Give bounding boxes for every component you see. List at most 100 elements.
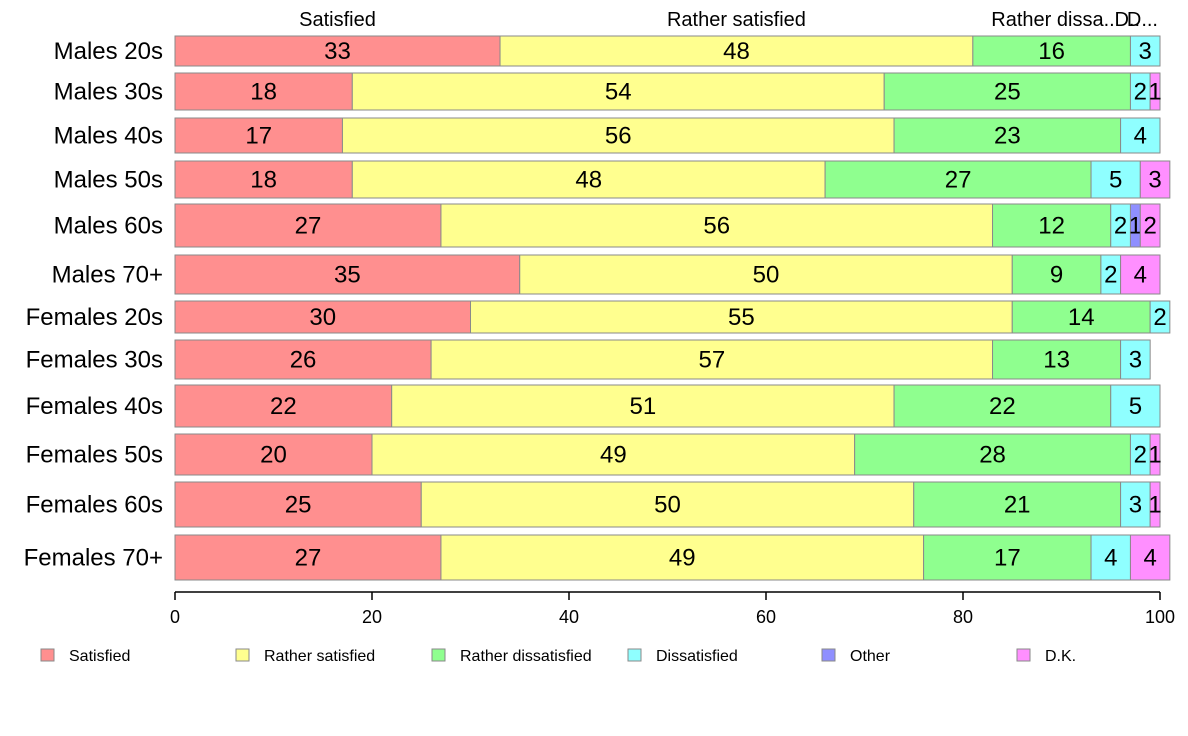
- bar-segment-d-k: [1149, 481, 1161, 528]
- bar-value-label: 14: [1068, 304, 1095, 331]
- bar-segment-d-k: [1149, 433, 1161, 476]
- x-tick-label: 80: [953, 607, 973, 627]
- bar-segment-satisfied: [174, 203, 442, 248]
- x-tick-label: 60: [756, 607, 776, 627]
- bar-value-label: 1: [1148, 79, 1161, 106]
- bar-value-label: 35: [334, 262, 361, 289]
- bar-value-label: 17: [245, 123, 272, 150]
- bar-segment-rather-satisfied: [499, 35, 974, 67]
- bar-value-label: 17: [994, 545, 1021, 572]
- category-label-females-60s: Females 60s: [26, 492, 163, 519]
- bar-value-label: 57: [698, 347, 725, 374]
- top-label-0: Satisfied: [299, 9, 376, 31]
- bar-segment-rather-dissatisfied: [883, 72, 1131, 111]
- category-label-females-50s: Females 50s: [26, 442, 163, 469]
- bar-value-label: 3: [1129, 492, 1142, 519]
- bar-value-label: 25: [285, 492, 312, 519]
- bar-segment-rather-dissatisfied: [913, 481, 1122, 528]
- bar-segment-rather-dissatisfied: [1011, 300, 1151, 334]
- bar-value-label: 22: [270, 393, 297, 420]
- bar-value-label: 49: [669, 545, 696, 572]
- bar-value-label: 5: [1109, 167, 1122, 194]
- category-label-females-30s: Females 30s: [26, 347, 163, 374]
- bar-value-label: 18: [250, 79, 277, 106]
- bar-segment-rather-satisfied: [351, 72, 885, 111]
- legend-swatch-d-k: [1016, 648, 1031, 662]
- bar-segment-rather-satisfied: [341, 117, 895, 154]
- bar-segment-rather-dissatisfied: [1011, 254, 1102, 295]
- category-label-males-60s: Males 60s: [54, 213, 163, 240]
- bar-segment-rather-satisfied: [470, 300, 1013, 334]
- category-label-males-40s: Males 40s: [54, 123, 163, 150]
- bar-value-label: 48: [575, 167, 602, 194]
- bar-segment-d-k: [1139, 203, 1161, 248]
- bar-value-label: 3: [1129, 347, 1142, 374]
- bar-value-label: 48: [723, 38, 750, 65]
- bar-value-label: 22: [989, 393, 1016, 420]
- legend-label-d-k: D.K.: [1045, 648, 1076, 665]
- bar-segment-satisfied: [174, 433, 373, 476]
- bar-value-label: 27: [295, 545, 322, 572]
- bar-value-label: 4: [1134, 123, 1147, 150]
- bar-segment-rather-dissatisfied: [992, 203, 1112, 248]
- bar-segment-satisfied: [174, 160, 353, 199]
- legend-swatch-satisfied: [40, 648, 55, 662]
- bar-segment-dissatisfied: [1129, 35, 1161, 67]
- bar-segment-rather-satisfied: [391, 384, 895, 428]
- bar-value-label: 2: [1153, 304, 1166, 331]
- category-label-females-40s: Females 40s: [26, 393, 163, 420]
- bar-value-label: 20: [260, 442, 287, 469]
- bar-segment-dissatisfied: [1120, 481, 1151, 528]
- legend-swatch-other: [821, 648, 836, 662]
- bar-segment-dissatisfied: [1149, 300, 1171, 334]
- top-label-1: Rather satisfied: [667, 9, 806, 31]
- bar-value-label: 50: [753, 262, 780, 289]
- legend: Satisfied Rather satisfied Rather dissatis…: [40, 648, 1076, 665]
- bar-segment-d-k: [1149, 72, 1161, 111]
- bar-segment-dissatisfied: [1120, 117, 1161, 154]
- bar-value-label: 9: [1050, 262, 1063, 289]
- bar-value-label: 13: [1043, 347, 1070, 374]
- bar-segment-rather-satisfied: [420, 481, 915, 528]
- bar-value-label: 2: [1104, 262, 1117, 289]
- bar-value-label: 18: [250, 167, 277, 194]
- bar-segment-rather-dissatisfied: [893, 117, 1122, 154]
- bar-value-label: 12: [1038, 213, 1065, 240]
- bar-value-label: 4: [1134, 262, 1147, 289]
- x-tick-label: 20: [362, 607, 382, 627]
- legend-label-rather-dissatisfied: Rather dissatisfied: [460, 648, 592, 665]
- category-label-males-20s: Males 20s: [54, 38, 163, 65]
- top-label-3: D..: [1114, 9, 1140, 31]
- bar-value-label: 4: [1143, 545, 1156, 572]
- category-label-females-20s: Females 20s: [26, 304, 163, 331]
- bar-segment-satisfied: [174, 534, 442, 581]
- x-axis: 0 20 40 60 80 100: [170, 591, 1175, 627]
- bar-segment-satisfied: [174, 72, 353, 111]
- bar-segment-dissatisfied: [1120, 339, 1151, 380]
- bar-value-label: 2: [1134, 442, 1147, 469]
- bar-segment-rather-dissatisfied: [923, 534, 1092, 581]
- bar-segment-dissatisfied: [1090, 160, 1141, 199]
- bar-value-label: 3: [1148, 167, 1161, 194]
- top-label-2: Rather dissa..: [991, 9, 1114, 31]
- bar-value-label: 2: [1134, 79, 1147, 106]
- bar-value-label: 4: [1104, 545, 1117, 572]
- category-label-females-70: Females 70+: [24, 545, 163, 572]
- legend-label-rather-satisfied: Rather satisfied: [264, 648, 375, 665]
- x-tick-label: 40: [559, 607, 579, 627]
- bar-segment-rather-dissatisfied: [992, 339, 1122, 380]
- bar-value-label: 2: [1114, 213, 1127, 240]
- bar-segment-rather-dissatisfied: [893, 384, 1112, 428]
- bar-segment-rather-dissatisfied: [824, 160, 1092, 199]
- top-labels: Satisfied Rather satisfied Rather dissa.. D…: [299, 9, 1158, 31]
- category-label-males-50s: Males 50s: [54, 167, 163, 194]
- bar-value-label: 49: [600, 442, 627, 469]
- bar-segment-d-k: [1129, 534, 1171, 581]
- bar-value-label: 3: [1139, 38, 1152, 65]
- legend-swatch-dissatisfied: [627, 648, 642, 662]
- bar-segment-d-k: [1120, 254, 1161, 295]
- category-labels: Males 20s Males 30s Males 40s Males 50s Male…: [24, 38, 163, 572]
- bar-value-label: 23: [994, 123, 1021, 150]
- bar-segment-rather-satisfied: [351, 160, 826, 199]
